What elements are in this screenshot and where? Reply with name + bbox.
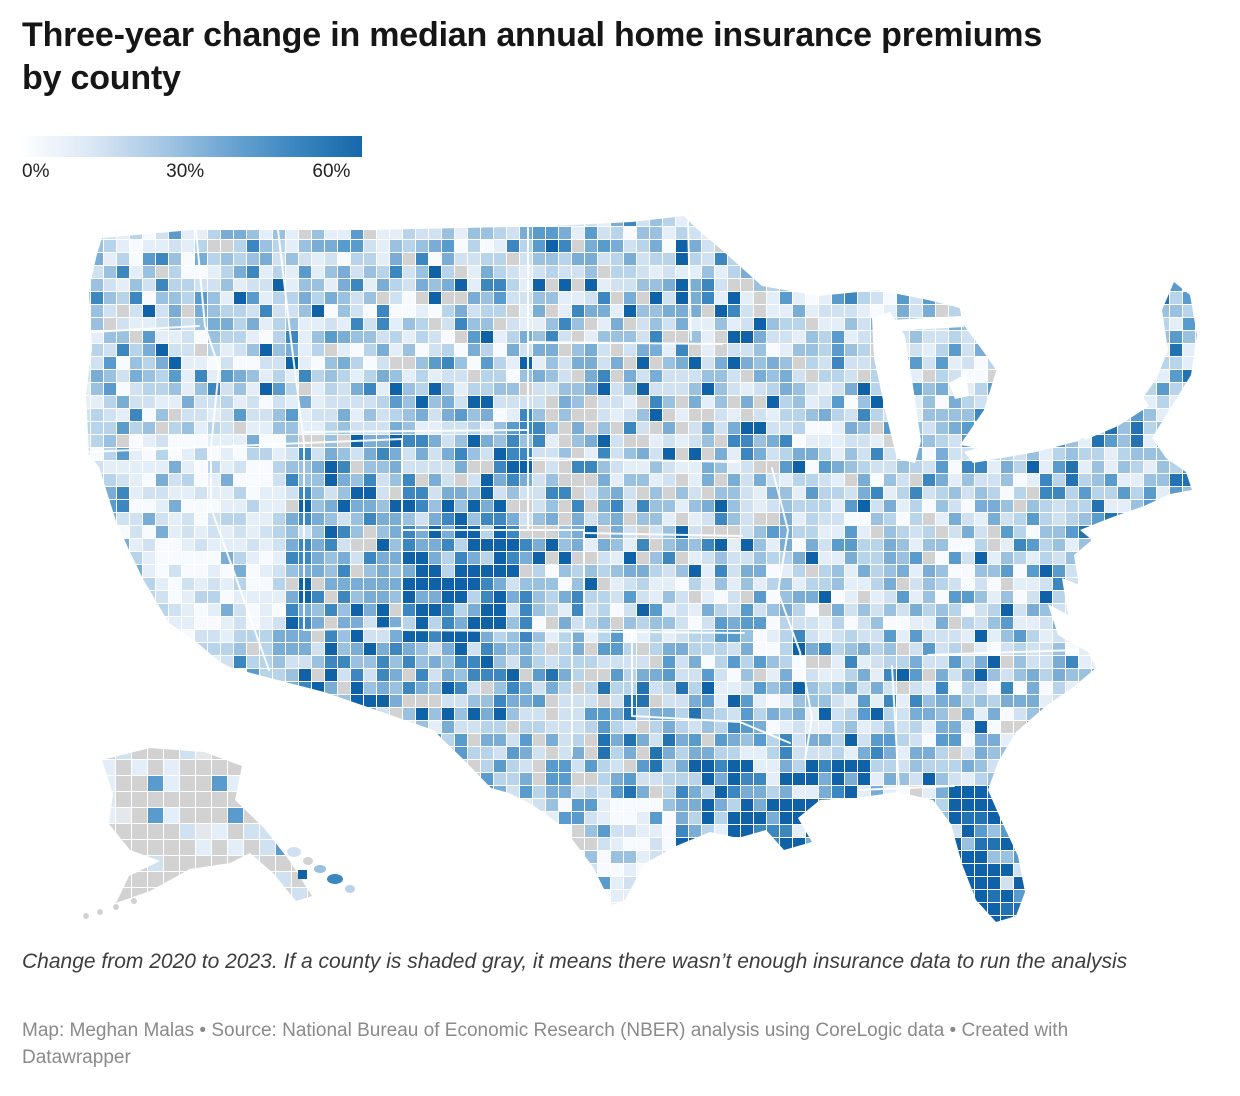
hawaii-islands[interactable] [287,847,355,893]
map-canvas[interactable] [72,200,1207,942]
legend-tick-row: 0% 30% 60% [22,161,362,187]
map-footnote: Change from 2020 to 2023. If a county is… [22,950,1128,973]
legend-tick-mid: 30% [166,161,205,182]
aleutian-islands [83,898,137,919]
color-legend: 0% 30% 60% [22,136,362,187]
alaska-panhandle-county[interactable] [298,870,307,879]
legend-gradient-bar [22,136,362,157]
page-title: Three-year change in median annual home … [22,16,1043,97]
state-borders [85,221,1078,791]
great-lakes [872,300,1149,463]
legend-tick-min: 0% [22,161,50,182]
map-credit: Map: Meghan Malas • Source: National Bur… [22,1020,1069,1068]
us-county-choropleth-map[interactable] [72,200,1207,942]
legend-tick-max: 60% [312,161,351,182]
alaska-counties[interactable] [84,744,323,919]
